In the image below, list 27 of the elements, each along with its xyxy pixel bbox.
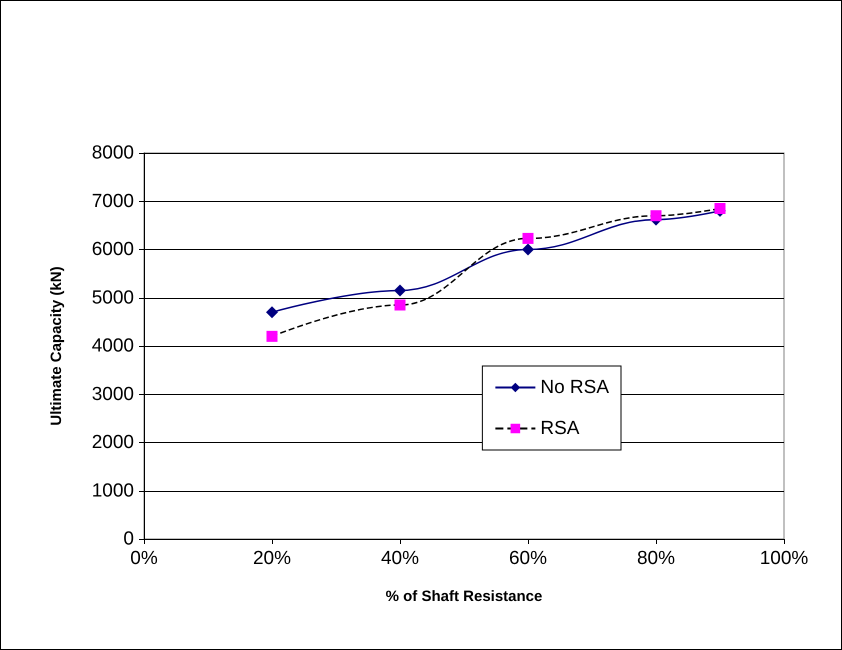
y-tick-label: 5000	[92, 287, 134, 308]
x-axis-title: % of Shaft Resistance	[386, 588, 542, 605]
point	[394, 299, 406, 310]
y-tick-label: 8000	[92, 142, 134, 164]
y-tick-label: 3000	[92, 384, 134, 405]
legend-label: RSA	[540, 418, 580, 439]
point	[266, 330, 278, 342]
point	[394, 284, 406, 297]
y-tick-label: 2000	[92, 432, 134, 453]
point	[522, 232, 534, 244]
y-tick-label: 6000	[92, 239, 134, 260]
x-tick-label: 40%	[380, 548, 420, 569]
x-tick-label: 60%	[508, 548, 548, 569]
y-tick-label: 7000	[92, 190, 134, 212]
x-tick-label: 20%	[252, 548, 292, 569]
y-axis-title: Ultimate Capacity (kN)	[48, 266, 65, 426]
point	[650, 210, 662, 222]
legend-label: No RSA	[540, 377, 610, 398]
x-tick-label: 80%	[636, 548, 676, 569]
x-tick-label: 100%	[760, 548, 808, 569]
y-tick-label: 4000	[92, 336, 134, 356]
y-tick-label: 1000	[92, 480, 134, 502]
point	[714, 202, 726, 214]
point	[522, 244, 534, 256]
y-tick-label: 0	[123, 528, 134, 550]
point	[266, 306, 278, 318]
x-tick-label: 0%	[130, 548, 158, 569]
